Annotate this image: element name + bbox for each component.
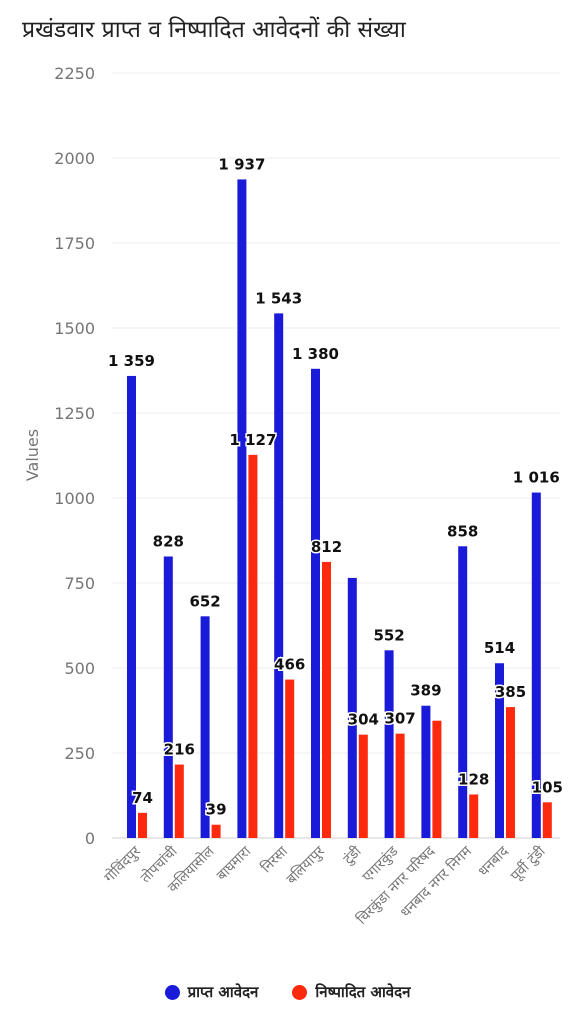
data-label: 74	[132, 789, 153, 807]
legend-item-disposed[interactable]: निष्पादित आवेदन	[292, 982, 410, 1002]
bar-received	[495, 663, 504, 838]
bar-received	[421, 705, 431, 838]
x-tick-label: बलियापुर	[283, 843, 328, 888]
x-tick-label: निरसा	[258, 843, 292, 877]
bar-disposed	[542, 802, 552, 838]
bar-received	[200, 616, 210, 838]
chart-title: प्रखंडवार प्राप्त व निष्पादित आवेदनों की…	[22, 17, 406, 43]
bar-received	[274, 313, 284, 838]
bar-received	[237, 179, 247, 839]
x-tick-label: गोविंदपुर	[101, 843, 144, 886]
bar-disposed	[432, 720, 442, 838]
data-label: 105	[532, 778, 563, 796]
bar-disposed	[506, 707, 515, 838]
data-label: 1 016	[513, 469, 560, 487]
bar-received	[311, 368, 320, 838]
y-tick-label: 2250	[54, 64, 95, 83]
x-tick-label: पूर्वी टुंडी	[507, 843, 549, 885]
y-axis-label: Values	[23, 429, 42, 481]
data-label: 385	[495, 683, 526, 701]
y-tick-label: 0	[85, 829, 95, 848]
data-label: 1 127	[229, 431, 276, 449]
bar-disposed	[322, 561, 331, 838]
x-tick-label: टुंडी	[339, 843, 365, 869]
data-label: 552	[373, 626, 404, 644]
bar-disposed	[211, 824, 221, 838]
data-label: 652	[189, 592, 220, 610]
bar-disposed	[174, 764, 184, 838]
data-label: 514	[484, 639, 515, 657]
data-label: 389	[410, 682, 441, 700]
data-label: 1 543	[255, 289, 302, 307]
bar-disposed	[358, 734, 368, 838]
legend-swatch-disposed	[292, 984, 308, 1000]
legend-label-received: प्राप्त आवेदन	[187, 983, 259, 1001]
legend-label-disposed: निष्पादित आवेदन	[315, 983, 411, 1001]
data-label: 858	[447, 522, 478, 540]
y-tick-label: 250	[64, 744, 95, 763]
y-tick-label: 1750	[54, 234, 95, 253]
bar-received	[384, 650, 394, 838]
data-label: 828	[153, 532, 184, 550]
bar-received	[458, 546, 468, 838]
data-label: 216	[164, 741, 195, 759]
bar-disposed	[469, 794, 479, 838]
legend: प्राप्त आवेदन निष्पादित आवेदन	[0, 982, 575, 1002]
y-tick-label: 750	[64, 574, 95, 593]
data-label: 128	[458, 770, 489, 788]
data-label: 39	[206, 801, 227, 819]
bar-received	[163, 556, 173, 838]
x-tick-label: धनबाद	[475, 843, 512, 880]
bar-disposed	[248, 454, 258, 838]
data-label: 307	[384, 710, 415, 728]
y-tick-label: 1500	[54, 319, 95, 338]
data-label: 1 937	[218, 155, 265, 173]
legend-item-received[interactable]: प्राप्त आवेदन	[164, 982, 259, 1002]
data-label: 812	[311, 538, 342, 556]
y-tick-label: 2000	[54, 149, 95, 168]
y-tick-label: 1250	[54, 404, 95, 423]
bar-received	[127, 375, 136, 838]
x-tick-label: बाघमारा	[214, 843, 255, 884]
y-tick-label: 500	[64, 659, 95, 678]
data-label: 1 359	[108, 352, 155, 370]
data-label: 304	[348, 711, 379, 729]
y-tick-label: 1000	[54, 489, 95, 508]
bar-disposed	[138, 812, 147, 838]
bar-received	[531, 492, 541, 838]
bar-disposed	[395, 733, 405, 838]
data-label: 1 380	[292, 345, 339, 363]
bar-received	[347, 577, 357, 838]
bar-disposed	[285, 679, 295, 838]
legend-swatch-received	[164, 984, 180, 1000]
data-label: 466	[274, 656, 305, 674]
